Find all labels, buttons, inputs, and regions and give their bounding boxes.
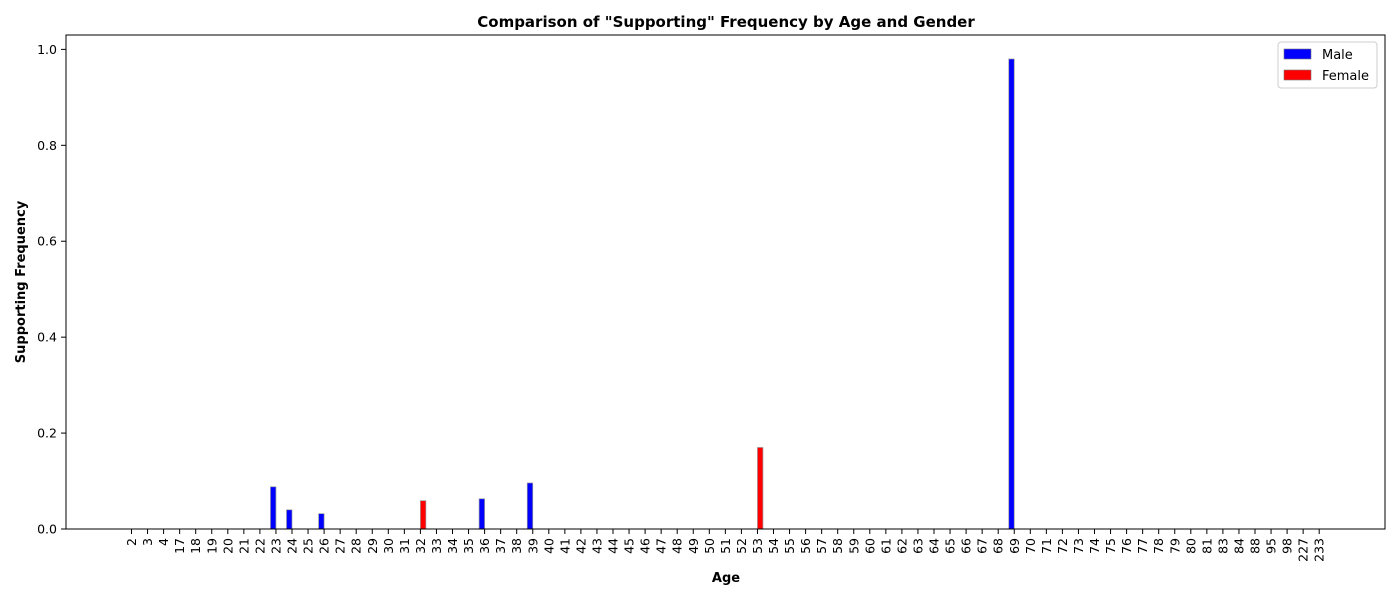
x-tick-label: 49	[686, 538, 701, 554]
x-tick-label: 54	[766, 538, 781, 554]
x-tick-label: 59	[846, 538, 861, 554]
y-tick-label: 0.8	[37, 138, 57, 153]
x-tick-label: 42	[573, 538, 588, 554]
y-tick-label: 0.2	[37, 426, 57, 441]
x-tick-label: 52	[734, 538, 749, 554]
x-tick-label: 65	[943, 538, 958, 554]
bar-male-24	[286, 509, 293, 530]
x-tick-label: 51	[718, 538, 733, 554]
chart-title: Comparison of "Supporting" Frequency by …	[477, 13, 975, 31]
x-tick-label: 73	[1071, 538, 1086, 554]
legend: Male Female	[1277, 41, 1378, 89]
x-tick-label: 74	[1087, 538, 1102, 554]
x-tick-label: 75	[1103, 538, 1118, 554]
x-tick-label: 77	[1135, 538, 1150, 554]
x-tick-label: 20	[220, 538, 235, 554]
x-axis-label: Age	[712, 571, 740, 586]
x-tick-label: 47	[654, 538, 669, 554]
x-tick-label: 61	[878, 538, 893, 554]
x-tick-label: 48	[670, 538, 685, 554]
x-tick-label: 33	[429, 538, 444, 554]
x-tick-label: 76	[1119, 538, 1134, 554]
x-tick-label: 95	[1264, 538, 1279, 554]
plot-frame	[65, 34, 1386, 530]
x-tick-label: 72	[1055, 538, 1070, 554]
bar-female-32	[420, 500, 427, 530]
y-axis-label: Supporting Frequency	[14, 200, 29, 363]
legend-label-male: Male	[1322, 48, 1353, 63]
x-tick-label: 50	[702, 538, 717, 554]
x-tick-label: 29	[365, 538, 380, 554]
x-tick-label: 227	[1296, 538, 1311, 562]
x-tick-label: 58	[830, 538, 845, 554]
bar-male-26	[318, 513, 325, 530]
x-tick-label: 3	[140, 538, 155, 546]
x-tick-label: 2	[124, 538, 139, 546]
x-tick-label: 26	[317, 538, 332, 554]
y-tick-label: 1.0	[37, 42, 57, 57]
y-tick-label: 0.4	[37, 330, 57, 345]
x-tick-label: 46	[638, 538, 653, 554]
bar-male-36	[478, 498, 485, 530]
x-tick-label: 28	[349, 538, 364, 554]
x-tick-label: 70	[1023, 538, 1038, 554]
x-tick-label: 31	[397, 538, 412, 554]
x-tick-label: 18	[188, 538, 203, 554]
bar-male-69	[1008, 58, 1015, 530]
x-tick-label: 83	[1215, 538, 1230, 554]
x-tick-label: 78	[1151, 538, 1166, 554]
x-tick-label: 71	[1039, 538, 1054, 554]
x-tick-label: 39	[525, 538, 540, 554]
x-tick-label: 22	[252, 538, 267, 554]
x-tick-label: 21	[236, 538, 251, 554]
x-tick-label: 79	[1167, 538, 1182, 554]
x-tick-label: 53	[750, 538, 765, 554]
x-tick-label: 233	[1312, 538, 1327, 562]
x-tick-label: 64	[927, 538, 942, 554]
x-tick-label: 67	[975, 538, 990, 554]
y-tick-label: 0.0	[37, 522, 57, 537]
x-tick-label: 32	[413, 538, 428, 554]
x-tick-label: 56	[798, 538, 813, 554]
legend-swatch-male	[1283, 48, 1312, 60]
x-tick-label: 62	[894, 538, 909, 554]
x-tick-label: 38	[509, 538, 524, 554]
x-tick-label: 27	[333, 538, 348, 554]
x-tick-label: 41	[557, 538, 572, 554]
y-tick-label: 0.6	[37, 234, 57, 249]
x-tick-label: 81	[1199, 538, 1214, 554]
x-tick-label: 66	[959, 538, 974, 554]
x-tick-label: 84	[1231, 538, 1246, 554]
x-tick-label: 55	[782, 538, 797, 554]
bar-female-53	[757, 447, 764, 530]
x-tick-label: 40	[541, 538, 556, 554]
x-tick-label: 88	[1248, 538, 1263, 554]
bar-male-39	[526, 482, 534, 530]
x-tick-label: 30	[381, 538, 396, 554]
x-tick-label: 25	[301, 538, 316, 554]
x-tick-label: 60	[862, 538, 877, 554]
x-tick-label: 80	[1183, 538, 1198, 554]
x-tick-label: 69	[1007, 538, 1022, 554]
x-tick-label: 17	[172, 538, 187, 554]
x-tick-label: 36	[477, 538, 492, 554]
x-tick-label: 57	[814, 538, 829, 554]
x-tick-label: 35	[461, 538, 476, 554]
x-tick-label: 68	[991, 538, 1006, 554]
x-tick-label: 34	[445, 538, 460, 554]
x-tick-label: 45	[622, 538, 637, 554]
x-tick-label: 19	[204, 538, 219, 554]
x-tick-label: 98	[1280, 538, 1295, 554]
x-tick-label: 24	[285, 538, 300, 554]
x-tick-label: 43	[589, 538, 604, 554]
bar-male-23	[270, 486, 277, 530]
x-tick-label: 4	[156, 538, 171, 546]
legend-label-female: Female	[1322, 69, 1369, 84]
x-tick-label: 23	[268, 538, 283, 554]
x-tick-label: 44	[606, 538, 621, 554]
x-tick-label: 63	[910, 538, 925, 554]
x-tick-label: 37	[493, 538, 508, 554]
legend-swatch-female	[1283, 69, 1312, 81]
